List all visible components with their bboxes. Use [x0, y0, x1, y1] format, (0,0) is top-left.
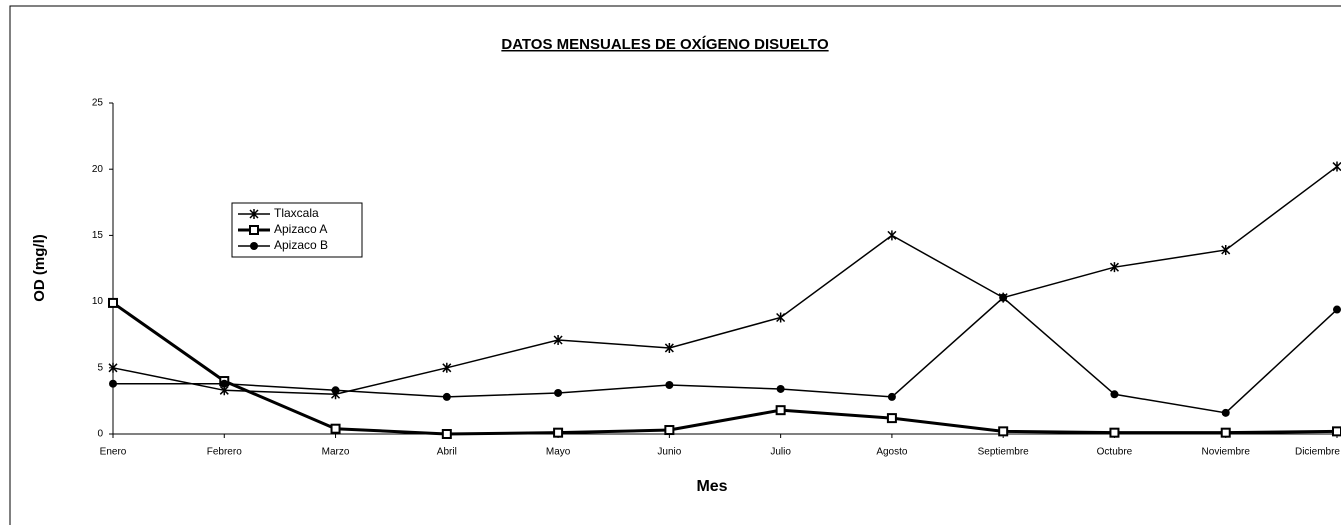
marker — [554, 388, 563, 397]
x-tick-label: Febrero — [207, 447, 242, 458]
marker — [442, 392, 451, 401]
series — [108, 297, 1341, 439]
x-tick-label: Agosto — [876, 447, 908, 458]
chart-title: DATOS MENSUALES DE OXÍGENO DISUELTO — [501, 36, 829, 53]
marker — [1109, 262, 1119, 273]
y-tick-label: 0 — [97, 429, 103, 440]
marker — [776, 384, 785, 393]
x-tick-label: Marzo — [322, 447, 350, 458]
marker — [250, 242, 258, 250]
frame — [9, 5, 1341, 525]
marker — [441, 429, 452, 439]
marker — [664, 425, 675, 436]
x-tick-label: Enero — [100, 447, 127, 458]
x-tick-label: Julio — [770, 447, 791, 458]
series-line — [113, 296, 1338, 414]
marker — [1221, 244, 1231, 255]
legend-label: Apizaco A — [274, 222, 327, 236]
marker — [108, 297, 118, 308]
marker — [1220, 427, 1231, 438]
marker — [249, 225, 259, 235]
x-axis-label: Mes — [696, 478, 727, 495]
marker — [108, 362, 118, 373]
marker — [998, 426, 1009, 437]
series — [109, 293, 1341, 417]
marker — [331, 386, 340, 395]
x-tick-label: Diciembre — [1295, 447, 1340, 458]
x-tick-label: Octubre — [1097, 447, 1133, 458]
marker — [553, 427, 564, 438]
x-tick-label: Abril — [437, 447, 457, 458]
marker — [887, 230, 897, 241]
legend-label: Apizaco B — [274, 238, 328, 252]
series — [108, 161, 1341, 400]
x-tick-label: Mayo — [546, 447, 571, 458]
series-line — [112, 165, 1338, 396]
marker — [109, 379, 117, 388]
marker — [1109, 427, 1120, 438]
marker — [887, 392, 896, 401]
series-line — [112, 301, 1338, 436]
y-tick-label: 10 — [92, 296, 104, 307]
marker — [1332, 161, 1341, 172]
y-tick-label: 25 — [92, 98, 104, 109]
marker — [999, 293, 1008, 302]
marker — [249, 209, 259, 219]
y-tick-label: 20 — [92, 164, 104, 175]
legend: Tlaxcala Apizaco A Apizaco B — [231, 202, 363, 258]
marker — [1110, 390, 1119, 399]
marker — [665, 381, 674, 390]
marker — [664, 342, 674, 353]
legend-label: Tlaxcala — [274, 206, 319, 220]
y-tick-label: 5 — [97, 362, 103, 373]
marker — [1333, 305, 1341, 314]
marker — [775, 405, 786, 416]
marker — [776, 312, 786, 323]
marker — [1332, 426, 1341, 437]
marker — [220, 379, 229, 388]
marker — [442, 362, 452, 373]
y-axis-label: OD (mg/l) — [31, 234, 48, 302]
x-tick-label: Junio — [657, 447, 681, 458]
x-tick-label: Noviembre — [1202, 447, 1251, 458]
marker — [330, 423, 341, 434]
marker — [886, 413, 897, 424]
marker — [1221, 408, 1230, 417]
x-tick-label: Septiembre — [978, 447, 1030, 458]
y-tick-label: 15 — [92, 230, 104, 241]
marker — [553, 334, 563, 345]
